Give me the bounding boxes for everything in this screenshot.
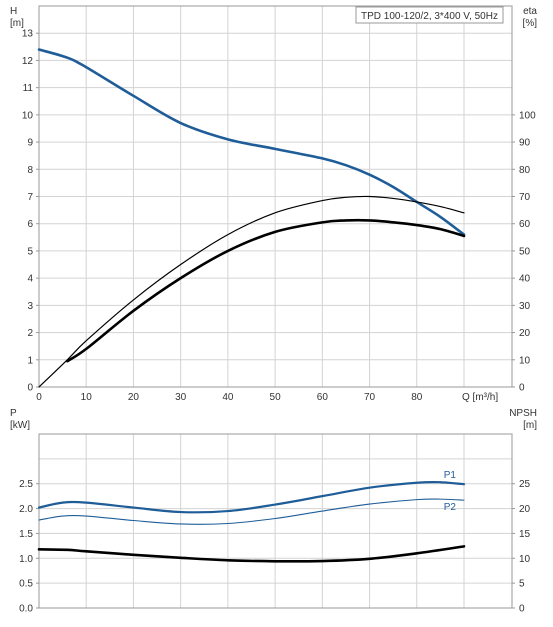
left-axis-tick-label: 3 <box>27 301 33 312</box>
right-axis-unit: [m] <box>523 420 537 431</box>
right-axis-tick-label: 40 <box>519 274 531 285</box>
right-axis-tick-label: 100 <box>519 110 536 121</box>
right-axis-tick-label: 30 <box>519 301 531 312</box>
right-axis-tick-label: 20 <box>519 504 531 515</box>
series-layer <box>37 48 466 563</box>
x-axis-tick-label: 40 <box>222 392 234 403</box>
labels-layer: 0123456789101112130102030405060708090100… <box>10 6 537 615</box>
left-axis-unit: [kW] <box>10 420 30 431</box>
x-axis-tick-label: 10 <box>81 392 93 403</box>
left-axis-tick-label: 8 <box>27 165 33 176</box>
right-axis-tick-label: 50 <box>519 246 531 257</box>
series-line-2-2 <box>38 498 465 525</box>
right-axis-tick-label: 10 <box>519 355 531 366</box>
series-line-1-3 <box>66 218 466 363</box>
right-axis-tick-label: 25 <box>519 479 531 490</box>
left-axis-tick-label: 10 <box>22 110 34 121</box>
right-axis-tick-label: 80 <box>519 165 531 176</box>
x-axis-tick-label: 80 <box>411 392 423 403</box>
series-line-2-3 <box>37 545 466 563</box>
left-axis-tick-label: 1.0 <box>19 554 33 565</box>
axes-layer <box>36 5 515 609</box>
series-label-p1: P1 <box>444 470 457 481</box>
x-axis-tick-label: 0 <box>36 392 42 403</box>
right-axis-label: eta <box>523 6 537 17</box>
right-axis-tick-label: 20 <box>519 328 531 339</box>
left-axis-tick-label: 0 <box>27 383 33 394</box>
x-axis-tick-label: 20 <box>128 392 140 403</box>
left-axis-tick-label: 9 <box>27 138 33 149</box>
right-axis-tick-label: 5 <box>519 579 525 590</box>
series-line-2-1 <box>37 480 466 514</box>
series-label-p2: P2 <box>444 502 457 513</box>
right-axis-tick-label: 0 <box>519 604 525 615</box>
right-axis-tick-label: 60 <box>519 219 531 230</box>
left-axis-label: P <box>10 408 17 419</box>
left-axis-tick-label: 2.5 <box>19 479 33 490</box>
left-axis-tick-label: 2 <box>27 328 33 339</box>
left-axis-unit: [m] <box>10 18 24 29</box>
x-axis-tick-label: 70 <box>364 392 376 403</box>
x-axis-tick-label: 60 <box>317 392 329 403</box>
right-axis-tick-label: 90 <box>519 138 531 149</box>
plot-frame-2 <box>38 433 513 609</box>
left-axis-tick-label: 12 <box>22 56 34 67</box>
right-axis-label: NPSH <box>509 408 537 419</box>
left-axis-tick-label: 1.5 <box>19 529 33 540</box>
x-axis-label: Q [m³/h] <box>462 392 498 403</box>
left-axis-tick-label: 2.0 <box>19 504 33 515</box>
right-axis-tick-label: 0 <box>519 383 525 394</box>
chart-title: TPD 100-120/2, 3*400 V, 50Hz <box>361 11 498 22</box>
right-axis-tick-label: 10 <box>519 554 531 565</box>
chart-title-box <box>355 6 504 24</box>
left-axis-tick-label: 13 <box>22 29 34 40</box>
x-axis-tick-label: 30 <box>175 392 187 403</box>
x-axis-tick-label: 50 <box>270 392 282 403</box>
right-axis-tick-label: 15 <box>519 529 531 540</box>
left-axis-label: H <box>10 6 17 17</box>
grid-layer <box>39 6 512 608</box>
left-axis-tick-label: 4 <box>27 274 33 285</box>
left-axis-tick-label: 5 <box>27 246 33 257</box>
left-axis-tick-label: 11 <box>23 83 34 94</box>
series-line-1-2 <box>38 195 465 388</box>
right-axis-unit: [%] <box>523 18 538 29</box>
left-axis-tick-label: 0.0 <box>19 604 33 615</box>
right-axis-tick-label: 70 <box>519 192 531 203</box>
series-line-1-1 <box>37 48 466 236</box>
left-axis-tick-label: 1 <box>27 355 33 366</box>
left-axis-tick-label: 0.5 <box>19 579 33 590</box>
left-axis-tick-label: 7 <box>27 192 33 203</box>
left-axis-tick-label: 6 <box>27 219 33 230</box>
